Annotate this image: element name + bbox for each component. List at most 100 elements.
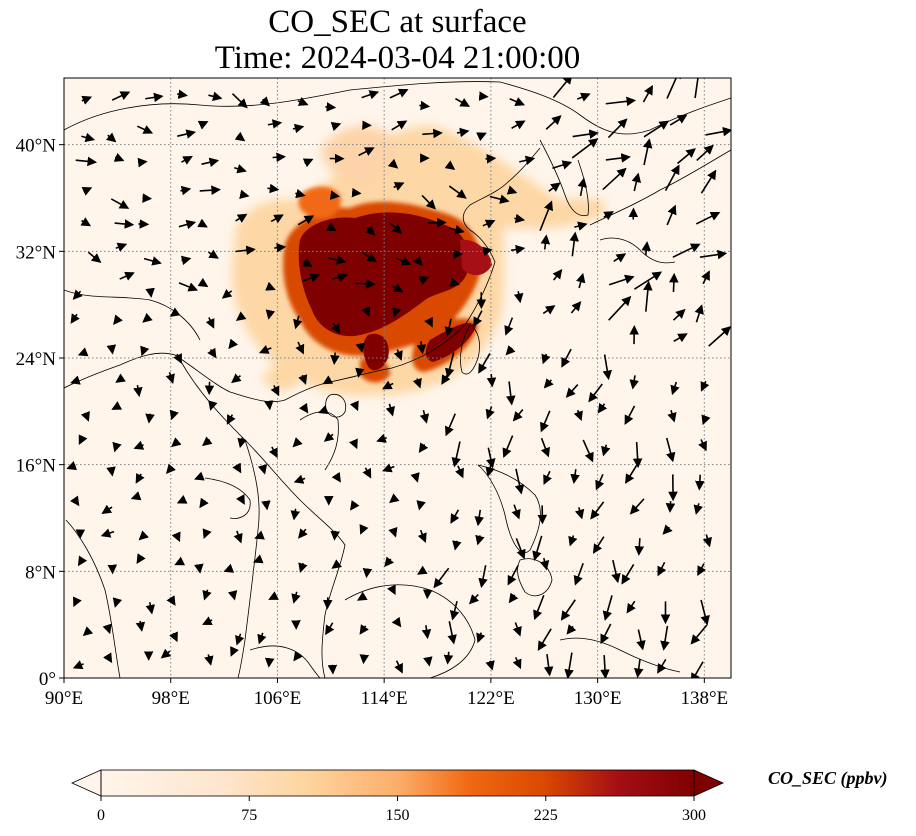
wind-vector-arrow bbox=[169, 409, 179, 421]
wind-vector-arrow bbox=[424, 316, 433, 328]
wind-vector-arrow bbox=[631, 172, 642, 192]
wind-vector-arrow bbox=[451, 441, 461, 468]
wind-vector-arrow bbox=[292, 437, 303, 448]
wind-vector-arrow bbox=[444, 160, 456, 170]
wind-vector-arrow bbox=[701, 414, 711, 426]
wind-vector-arrow bbox=[514, 468, 525, 495]
wind-vector-arrow bbox=[199, 497, 209, 509]
wind-vector-arrow bbox=[362, 467, 372, 479]
wind-vector-arrow bbox=[267, 119, 283, 129]
wind-vector-arrow bbox=[468, 593, 480, 605]
wind-vector-arrow bbox=[666, 78, 681, 99]
wind-vector-arrow bbox=[272, 152, 287, 163]
wind-vector-arrow bbox=[101, 504, 113, 514]
wind-vector-arrow bbox=[202, 616, 213, 625]
wind-vector-arrow bbox=[419, 410, 430, 424]
wind-vector-arrow bbox=[77, 347, 89, 357]
colorbar-tick-label: 300 bbox=[682, 807, 706, 824]
wind-vector-arrow bbox=[261, 500, 271, 511]
wind-vector-arrow bbox=[444, 318, 454, 337]
wind-vector-arrow bbox=[258, 344, 272, 354]
wind-vector-arrow bbox=[695, 474, 705, 491]
wind-vector-arrow bbox=[302, 158, 314, 168]
wind-vector-arrow bbox=[111, 401, 123, 410]
wind-vector-arrow bbox=[588, 383, 603, 403]
wind-vector-arrow bbox=[443, 651, 454, 665]
wind-vector-arrow bbox=[537, 628, 552, 651]
wind-vector-arrow bbox=[418, 442, 429, 453]
wind-vector-arrow bbox=[512, 622, 522, 637]
wind-vector-arrow bbox=[595, 474, 605, 491]
wind-vector-arrow bbox=[329, 190, 341, 200]
wind-vector-arrow bbox=[112, 441, 122, 453]
wind-vector-arrow bbox=[349, 400, 359, 412]
wind-vector-arrow bbox=[540, 437, 550, 458]
wind-vector-arrow bbox=[358, 147, 375, 157]
wind-vector-arrow bbox=[449, 601, 460, 621]
wind-vector-arrow bbox=[394, 660, 403, 674]
wind-vector-arrow bbox=[607, 118, 628, 139]
colorbar-gradient bbox=[101, 770, 694, 796]
wind-vector-arrow bbox=[572, 129, 599, 139]
wind-vector-arrow bbox=[237, 437, 247, 449]
wind-vector-arrow bbox=[540, 410, 551, 433]
wind-vector-arrow bbox=[355, 342, 365, 353]
wind-vector-arrow bbox=[539, 557, 550, 571]
wind-vector-arrow bbox=[417, 529, 427, 543]
wind-vector-arrow bbox=[576, 92, 591, 102]
lat-tick-label: 32°N bbox=[16, 242, 57, 263]
wind-vector-arrow bbox=[449, 277, 460, 287]
wind-vector-arrow bbox=[590, 501, 605, 520]
wind-vector-arrow bbox=[574, 507, 585, 520]
wind-vector-arrow bbox=[382, 380, 394, 390]
wind-vector-arrow bbox=[597, 402, 608, 414]
wind-vector-arrow bbox=[605, 153, 631, 163]
wind-vector-arrow bbox=[506, 185, 518, 195]
wind-vector-arrow bbox=[142, 312, 153, 323]
wind-vector-arrow bbox=[264, 400, 274, 411]
wind-vector-arrow bbox=[478, 565, 488, 589]
wind-vector-arrow bbox=[441, 372, 451, 385]
wind-vector-arrow bbox=[384, 556, 395, 567]
wind-vector-arrow bbox=[298, 562, 308, 573]
wind-vector-arrow bbox=[632, 442, 643, 469]
wind-vector-arrow bbox=[331, 559, 342, 569]
wind-vector-arrow bbox=[636, 629, 646, 651]
wind-vector-arrow bbox=[657, 561, 667, 577]
wind-vector-arrow bbox=[355, 279, 376, 289]
wind-vector-arrow bbox=[72, 289, 83, 300]
wind-vector-arrow bbox=[133, 384, 143, 398]
wind-vector-arrow bbox=[421, 625, 432, 640]
colorbar-extend-max bbox=[693, 769, 724, 797]
map-frame bbox=[63, 77, 732, 679]
wind-vector-arrow bbox=[476, 632, 486, 644]
wind-vector-arrow bbox=[569, 231, 579, 257]
wind-vector-arrow bbox=[694, 304, 704, 323]
wind-vector-arrow bbox=[665, 501, 676, 513]
wind-vector-arrow bbox=[137, 157, 148, 168]
wind-vector-arrow bbox=[70, 313, 80, 324]
wind-vector-arrow bbox=[204, 654, 214, 666]
wind-vector-arrow bbox=[485, 406, 495, 420]
wind-vector-arrow bbox=[202, 589, 212, 601]
colorbar-extend-min bbox=[71, 769, 102, 797]
wind-vector-arrow bbox=[230, 646, 239, 657]
wind-vector-arrow bbox=[180, 255, 192, 266]
wind-vector-arrow bbox=[106, 344, 117, 355]
wind-vector-arrow bbox=[137, 125, 154, 134]
wind-vector-arrow bbox=[111, 91, 131, 101]
wind-vector-arrow bbox=[235, 311, 247, 321]
wind-vector-arrow bbox=[112, 597, 123, 608]
wind-vector-arrow bbox=[552, 78, 573, 99]
wind-vector-arrow bbox=[208, 249, 219, 259]
wind-vector-arrow bbox=[423, 656, 433, 667]
wind-vector-arrow bbox=[323, 432, 335, 442]
wind-vector-arrow bbox=[543, 378, 554, 389]
wind-vector-arrow bbox=[602, 595, 613, 621]
wind-vector-arrow bbox=[660, 625, 670, 651]
wind-vector-arrow bbox=[552, 268, 563, 281]
wind-vector-arrow bbox=[672, 243, 701, 258]
wind-vector-arrow bbox=[422, 128, 443, 139]
wind-vector-arrow bbox=[512, 409, 524, 422]
wind-vector-arrow bbox=[115, 242, 128, 252]
